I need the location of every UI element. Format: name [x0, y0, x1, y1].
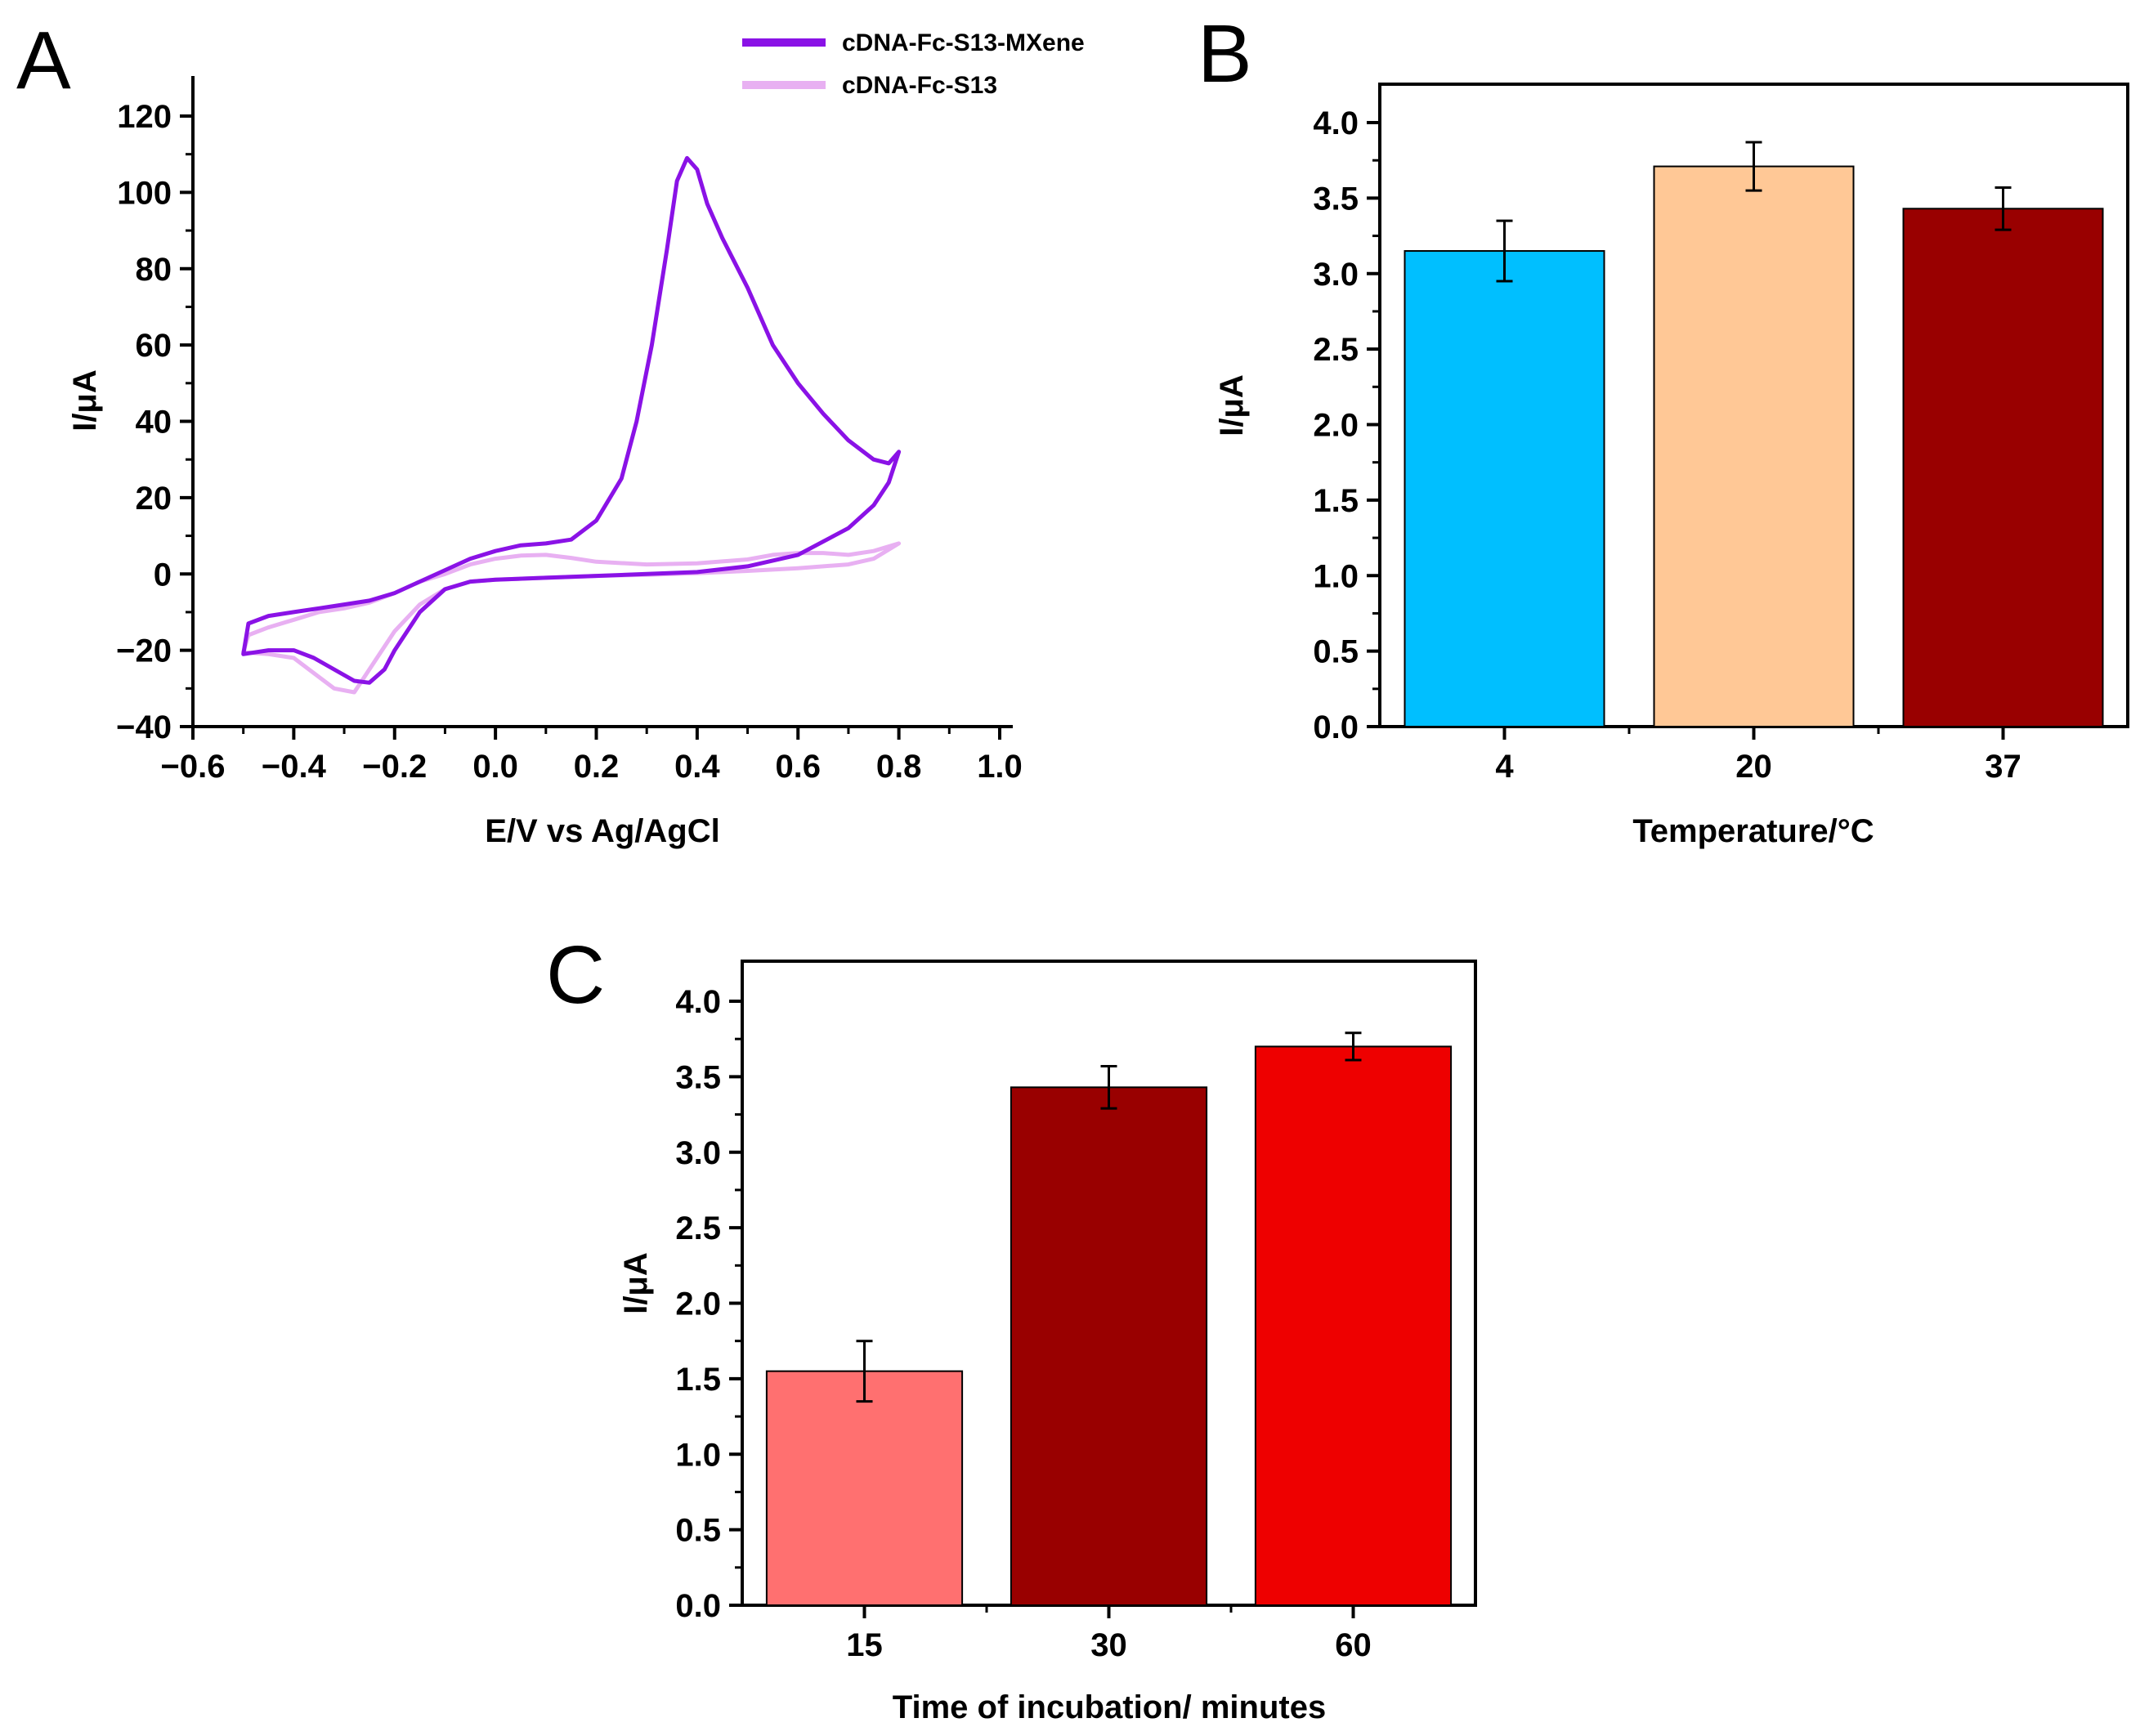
panel-a-x-ticks: −0.6 −0.4 −0.2 0.0 0.2 0.4 0.6 0.8 1.0: [161, 727, 1023, 785]
panel-a-y-tick-label: 60: [136, 328, 172, 364]
panel-c-letter: C: [546, 929, 605, 1021]
panel-c-y-tick-label: 1.0: [675, 1437, 721, 1473]
panel-a-x-tick-label: 1.0: [977, 749, 1023, 785]
panel-c-y-tick-label: 2.0: [675, 1286, 721, 1322]
panel-a-y-tick-label: −20: [116, 633, 172, 669]
panel-a-series: [241, 155, 902, 695]
panel-b-bar-20: [1653, 165, 1855, 727]
panel-b: B 0.0 0.5 1.0 1.5 2.0 2.5 3.0 3.5 4.0 4 20 37 Temp…: [1198, 8, 2129, 849]
panel-b-y-tick-label: 0.0: [1313, 709, 1359, 745]
panel-a-y-tick-label: 0: [154, 557, 172, 593]
panel-a-x-tick-label: 0.4: [674, 749, 720, 785]
panel-b-y-tick-label: 0.5: [1313, 634, 1359, 670]
panel-b-y-ticks: 0.0 0.5 1.0 1.5 2.0 2.5 3.0 3.5 4.0: [1313, 105, 1380, 745]
panel-b-bar-37: [1902, 208, 2104, 727]
panel-c-bar-15: [765, 1370, 964, 1606]
series-line-cdna-fc-s13-mxene: [241, 155, 902, 685]
panel-a-x-tick-label: 0.8: [876, 749, 922, 785]
panel-c-y-tick-label: 4.0: [675, 984, 721, 1020]
panel-c-y-ticks: 0.0 0.5 1.0 1.5 2.0 2.5 3.0 3.5 4.0: [675, 984, 742, 1624]
panel-b-y-axis-title: I/μA: [1214, 374, 1250, 436]
panel-c-bar-30: [1010, 1086, 1208, 1606]
panel-c-y-tick-label: 2.5: [675, 1210, 721, 1246]
panel-b-y-tick-label: 4.0: [1313, 105, 1359, 141]
panel-a: A −0.6 −0.4 −0.2 0.0 0.2 0.4 0.6 0.8 1.0 −40 −20 0…: [16, 15, 1085, 849]
panel-c-y-axis-title: I/μA: [618, 1252, 654, 1314]
panel-a-x-tick-label: −0.2: [362, 749, 427, 785]
panel-c-x-tick-label: 60: [1335, 1627, 1372, 1663]
panel-a-x-tick-label: −0.4: [262, 749, 327, 785]
panel-a-x-axis-title: E/V vs Ag/AgCl: [485, 813, 719, 849]
panel-a-y-tick-label: 100: [117, 175, 172, 211]
panel-c-y-tick-label: 3.0: [675, 1135, 721, 1171]
panel-c-y-tick-label: 1.5: [675, 1362, 721, 1398]
legend-label-s13: cDNA-Fc-S13: [842, 72, 997, 99]
panel-a-y-tick-label: −40: [116, 709, 172, 745]
panel-a-x-tick-label: −0.6: [161, 749, 226, 785]
panel-b-x-axis-title: Temperature/°C: [1632, 813, 1874, 849]
panel-c: C 0.0 0.5 1.0 1.5 2.0 2.5 3.0 3.5 4.0 15 30 60 Tim…: [546, 929, 1477, 1725]
panel-c-y-tick-label: 0.0: [675, 1588, 721, 1624]
panel-c-bar-60: [1254, 1045, 1453, 1607]
panel-a-x-tick-label: 0.0: [472, 749, 518, 785]
panel-b-bar-4: [1404, 250, 1605, 728]
panel-b-letter: B: [1198, 8, 1252, 100]
panel-a-legend: cDNA-Fc-S13-MXene cDNA-Fc-S13: [742, 29, 1085, 99]
panel-b-x-tick-label: 4: [1495, 749, 1514, 785]
panel-a-y-tick-label: 20: [136, 481, 172, 517]
panel-b-x-tick-label: 20: [1735, 749, 1772, 785]
panel-a-x-tick-label: 0.2: [574, 749, 620, 785]
panel-c-x-tick-label: 30: [1090, 1627, 1127, 1663]
panel-b-y-tick-label: 2.5: [1313, 332, 1359, 368]
panel-a-y-axis-title: I/μA: [67, 369, 103, 432]
legend-label-mxene: cDNA-Fc-S13-MXene: [842, 29, 1085, 56]
panel-c-x-axis-title: Time of incubation/ minutes: [893, 1689, 1326, 1725]
panel-a-x-tick-label: 0.6: [775, 749, 821, 785]
panel-c-y-tick-label: 0.5: [675, 1513, 721, 1549]
panel-b-y-tick-label: 1.5: [1313, 483, 1359, 519]
panel-c-y-tick-label: 3.5: [675, 1059, 721, 1095]
panel-a-y-ticks: −40 −20 0 20 40 60 80 100 120: [116, 99, 193, 745]
panel-b-y-tick-label: 3.0: [1313, 257, 1359, 293]
panel-a-y-tick-label: 120: [117, 99, 172, 135]
panel-b-y-tick-label: 3.5: [1313, 181, 1359, 217]
panel-a-letter: A: [16, 15, 71, 106]
panel-c-bars: 15 30 60: [765, 1031, 1453, 1663]
panel-a-y-tick-label: 40: [136, 405, 172, 441]
panel-b-x-tick-label: 37: [1985, 749, 2021, 785]
panel-b-bars: 4 20 37: [1404, 141, 2104, 785]
panel-b-y-tick-label: 2.0: [1313, 408, 1359, 444]
panel-a-y-tick-label: 80: [136, 252, 172, 288]
panel-c-x-tick-label: 15: [846, 1627, 883, 1663]
panel-b-y-tick-label: 1.0: [1313, 558, 1359, 594]
